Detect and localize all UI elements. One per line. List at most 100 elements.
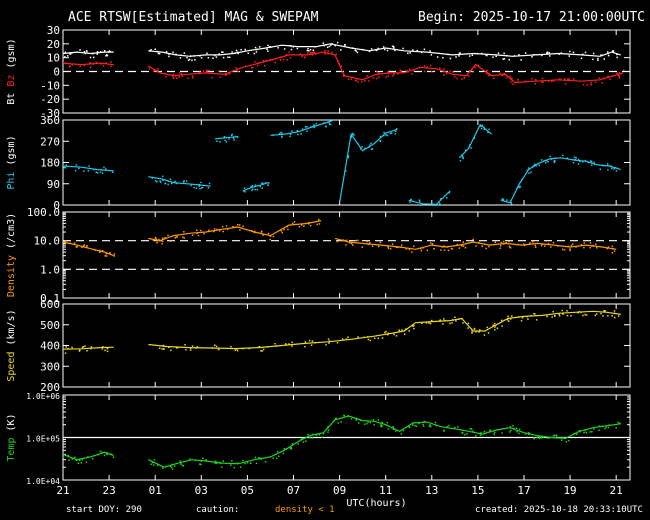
density-series-density-point [379, 241, 381, 244]
bt-bz-series-bz-point [165, 76, 167, 78]
phi-series-phi-point [437, 204, 439, 206]
bt-bz-series-bt-point [92, 53, 94, 55]
temp-series-temp-point [578, 429, 580, 432]
speed-series-speed-point [314, 342, 316, 344]
speed-series-speed-point [261, 350, 264, 352]
bt-bz-series-bz-point [509, 75, 512, 78]
bt-bz-series-bz-point [485, 73, 488, 75]
temp-series-temp-point [162, 467, 164, 469]
bt-bz-series-bz-point [198, 71, 201, 74]
temp-series-temp-point [179, 460, 181, 462]
temp-series-temp-point [591, 431, 593, 433]
bt-bz-series-bt-point [150, 49, 152, 51]
bt-bz-series-bz-point [324, 53, 326, 55]
bt-bz-series-bz-point [474, 66, 476, 69]
temp-series-temp-point [151, 461, 154, 464]
phi-series-phi-point [83, 170, 85, 172]
bt-bz-series-bt-point [100, 51, 102, 53]
temp-series-temp-point [380, 424, 382, 426]
speed-series-speed-point [185, 349, 187, 351]
density-series-density-point [227, 228, 229, 230]
temp-series-temp-point [429, 424, 431, 426]
phi-series-phi-point [173, 181, 176, 183]
speed-series-speed-point [363, 336, 365, 339]
phi-series-phi-point [562, 154, 564, 157]
temp-series-temp-point [221, 466, 223, 468]
phi-series-phi-point [198, 185, 200, 187]
phi-series-phi-point [461, 154, 463, 156]
bt-bz-series-bt-point [616, 56, 618, 59]
density-caution-note: density < 1 [275, 505, 335, 515]
phi-series-phi-point [390, 132, 393, 134]
speed-series-speed-point [506, 319, 509, 321]
bt-bz-series-bt-point [105, 54, 108, 56]
bt-bz-series-bt-point [416, 49, 418, 52]
speed-series-speed-point [163, 345, 165, 347]
phi-series-phi-point [584, 159, 587, 162]
speed-series-speed-point [439, 319, 441, 321]
bt-bz-series-bz-point [364, 80, 366, 82]
bt-bz-series-bz-point [263, 64, 266, 67]
density-series-density-point [550, 246, 552, 248]
speed-series-speed-point [501, 325, 503, 327]
speed-series-speed-point [507, 317, 509, 320]
density-series-density-point [607, 246, 610, 248]
density-series-density-point [176, 236, 178, 238]
temp-series-temp-point [619, 422, 621, 425]
speed-series-speed-point [90, 346, 93, 348]
temp-series-temp-point [233, 466, 235, 469]
density-series-density-point [304, 222, 307, 225]
temp-series-temp-point [354, 417, 357, 420]
density-series-density-point [161, 243, 163, 245]
phi-series-phi-point [101, 169, 103, 171]
temp-series-temp-point [395, 430, 397, 432]
speed-series-speed-point [393, 333, 395, 336]
phi-series-phi-point [573, 156, 576, 158]
bt-bz-series-bz-point [355, 79, 358, 81]
phi-series-phi-point [509, 200, 512, 202]
bt-bz-series-bz-point [279, 59, 282, 61]
temp-series-temp-point [607, 426, 610, 429]
phi-series-phi-point [353, 134, 355, 136]
temp-series-temp-point [355, 419, 358, 421]
bt-bz-series-bt-point [336, 41, 339, 44]
temp-series-temp-point [231, 460, 233, 462]
speed-series-speed-point [451, 319, 454, 321]
bt-bz-series-bt-point [69, 52, 71, 55]
phi-series-phi-point [370, 148, 373, 151]
density-series-density-point [225, 225, 228, 227]
bt-bz-series-bz-point [228, 73, 230, 75]
density-series-density-point [592, 244, 594, 247]
phi-series-phi-point [325, 126, 327, 128]
bt-bz-series-bz-point [512, 83, 514, 85]
density-series-density-point [505, 242, 507, 244]
speed-series-speed-point [64, 352, 67, 354]
temp-series-temp-point [219, 462, 221, 465]
temp-series-temp-point [278, 455, 280, 457]
density-series-density-point [502, 243, 505, 245]
bt-bz-series-bz-point [486, 69, 489, 72]
bt-bz-series-bt-point [256, 48, 258, 51]
bt-bz-series-bt-point [215, 56, 218, 58]
speed-series-speed-point [78, 350, 81, 352]
phi-series-phi-line [408, 190, 451, 205]
density-series-density-point [563, 249, 566, 251]
density-series-density-point [269, 238, 271, 241]
density-series-density-point [447, 249, 450, 252]
temp-series-temp-point [335, 417, 337, 419]
bt-bz-series-bz-point [343, 74, 345, 76]
speed-series-speed-point [578, 310, 581, 313]
speed-ytick-label: 400 [40, 340, 60, 353]
bt-bz-series-bt-point [183, 52, 186, 54]
phi-series-phi-point [431, 204, 434, 207]
temp-series-temp-point [315, 434, 318, 436]
temp-series-temp-point [254, 456, 257, 459]
bt-bz-series-bz-point [203, 70, 205, 72]
phi-series-phi-point [328, 123, 331, 126]
speed-series-speed-point [535, 319, 538, 321]
speed-series-speed-point [408, 330, 410, 332]
speed-series-speed-point [214, 344, 216, 346]
density-series-density-point [534, 244, 536, 247]
temp-series-temp-point [85, 461, 88, 463]
temp-series-temp-point [605, 426, 607, 428]
